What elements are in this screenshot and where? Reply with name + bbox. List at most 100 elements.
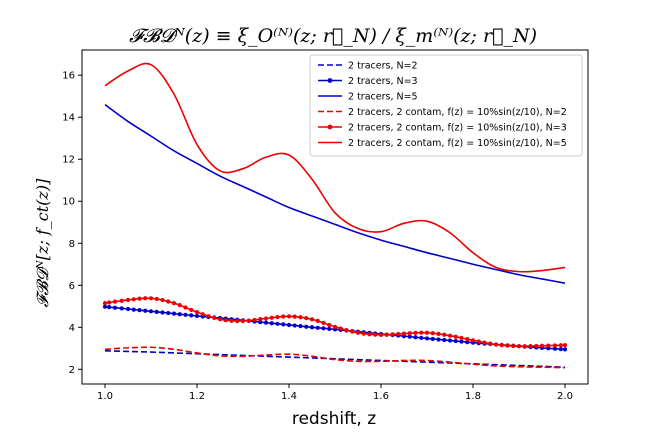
series-2-marker [143, 308, 148, 313]
series-2-marker [189, 313, 194, 318]
series-2-marker [298, 324, 303, 329]
x-tick-label: 2.0 [557, 391, 573, 402]
series-2-marker [286, 322, 292, 328]
series-2-marker [552, 346, 558, 351]
legend-marker-5 [327, 124, 333, 130]
series-5-marker [459, 335, 464, 341]
series-5-marker [137, 296, 142, 301]
series-5-marker [177, 303, 182, 308]
series-5-marker [367, 332, 372, 337]
series-5-marker [171, 301, 177, 306]
series-5-marker [321, 320, 326, 325]
series-5-marker [327, 322, 332, 328]
y-tick-label: 16 [62, 71, 75, 82]
series-5-marker [378, 332, 384, 337]
series-5-marker [516, 344, 522, 349]
series-2-marker [419, 335, 424, 340]
series-5-marker [212, 315, 217, 321]
legend-label-1: 2 tracers, N=2 [348, 60, 418, 71]
series-5-marker [189, 307, 194, 313]
series-5-marker [275, 314, 280, 320]
series-2-marker [447, 338, 453, 343]
series-5-marker [206, 314, 211, 319]
series-5-marker [148, 296, 154, 301]
series-5-marker [298, 315, 303, 320]
series-2-marker [148, 309, 154, 314]
series-5-marker [217, 317, 223, 322]
series-5-marker [350, 329, 355, 334]
series-2-marker [281, 322, 286, 327]
series-2-marker [112, 305, 118, 310]
series-5-marker [166, 299, 171, 304]
y-tick-label: 4 [69, 323, 75, 334]
series-5-marker [338, 326, 343, 331]
series-2-marker [465, 340, 470, 345]
series-2-marker [269, 321, 274, 326]
y-tick-label: 10 [62, 197, 75, 208]
series-2-marker [137, 308, 142, 313]
series-5-marker [361, 331, 366, 336]
series-line-4 [104, 346, 566, 369]
series-5-marker [194, 310, 200, 315]
series-5-marker [125, 297, 131, 303]
series-5-marker [119, 298, 124, 303]
axes: 1.0 1.2 1.4 1.6 1.8 2.0 2 4 6 8 10 12 14 16 [62, 49, 589, 402]
series-5-marker [355, 330, 361, 335]
series-5-marker [309, 317, 315, 322]
series-5-marker [430, 331, 435, 336]
series-5-marker [269, 315, 274, 320]
series-2-marker [315, 325, 320, 330]
series-2-marker [154, 309, 159, 314]
legend-box [309, 54, 583, 157]
x-tick-label: 1.4 [281, 391, 297, 402]
series-5-marker [470, 338, 476, 343]
series-5-marker [396, 331, 401, 337]
y-tick-label: 6 [69, 281, 75, 292]
legend-label-5: 2 tracers, 2 contam, f(z) = 10%sin(z/10)… [348, 122, 567, 133]
series-2-marker [107, 305, 112, 310]
series-5-marker [107, 300, 112, 305]
series-2-marker [194, 313, 200, 319]
series-5-marker [315, 318, 320, 324]
series-2-marker [125, 306, 131, 312]
series-5-marker [499, 343, 504, 348]
series-5-marker [229, 318, 234, 323]
plot-area [102, 62, 568, 369]
series-5-marker [160, 297, 165, 303]
series-5-marker [143, 296, 148, 301]
series-5-marker [102, 301, 108, 306]
series-5-marker [384, 332, 389, 337]
series-5-marker [539, 343, 545, 348]
series-2-marker [424, 336, 430, 341]
series-5-marker [488, 341, 493, 346]
chart-title: 𝓕𝓑𝓓ᴺ(z) ≡ ξ_O⁽ᴺ⁾(z; r⃗_N) / ξ_m⁽ᴺ⁾(z; r⃗… [129, 25, 537, 47]
series-5-marker [407, 331, 412, 336]
y-tick-label: 2 [69, 365, 75, 376]
series-2-marker [263, 320, 269, 325]
series-2-marker [304, 324, 309, 329]
series-5-marker [258, 317, 263, 322]
legend-label-4: 2 tracers, 2 contam, f(z) = 10%sin(z/10)… [348, 107, 567, 118]
series-5-marker [200, 312, 205, 317]
series-5-marker [344, 328, 349, 333]
series-5-marker [528, 344, 533, 349]
legend: 2 tracers, N=2 2 tracers, N=3 2 tracers, N… [309, 54, 583, 157]
series-5-marker [281, 314, 286, 319]
series-2-marker [292, 323, 297, 328]
series-5-marker [534, 343, 539, 349]
x-tick-label: 1.8 [465, 391, 481, 402]
series-5-marker [558, 343, 563, 348]
series-5-marker [453, 334, 458, 339]
series-2-marker [166, 310, 171, 316]
legend-label-3: 2 tracers, N=5 [348, 91, 418, 102]
series-5-marker [442, 332, 447, 337]
plot-frame [81, 49, 589, 385]
y-tick-label: 14 [62, 113, 75, 124]
legend-label-2: 2 tracers, N=3 [348, 76, 418, 87]
series-2-marker [453, 338, 458, 344]
series-2-marker [119, 306, 124, 311]
series-1 [104, 350, 566, 368]
series-5-marker [465, 337, 470, 342]
series-5-marker [424, 330, 430, 335]
